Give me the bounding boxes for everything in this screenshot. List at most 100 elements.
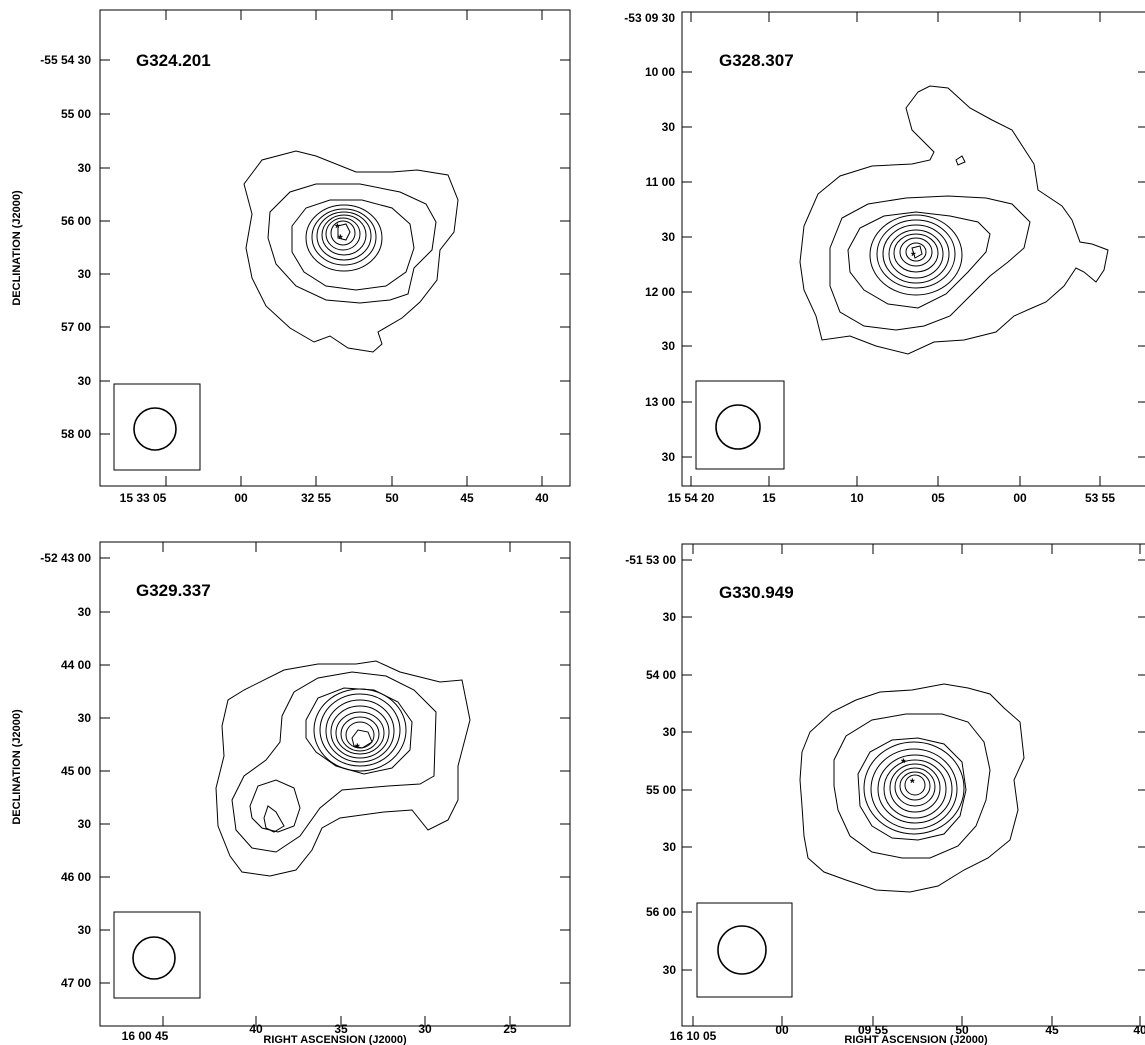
x-tick-label: 16 00 45	[122, 1029, 169, 1043]
y-tick-label: 30	[662, 120, 676, 134]
contour-level	[305, 687, 413, 775]
beam-box	[696, 902, 793, 998]
x-tick-label: 00	[234, 491, 248, 505]
x-tick-labels: 15 33 05 00 32 55 50 45 40	[120, 491, 549, 505]
plot-frame	[99, 9, 571, 487]
y-tick-label: -55 54 30	[40, 53, 91, 67]
x-tick-label: 00	[775, 1023, 789, 1037]
y-tick-label: 30	[78, 161, 92, 175]
y-tick-label: 30	[78, 923, 92, 937]
contour-level	[899, 237, 933, 267]
contour-level	[882, 224, 950, 284]
beam-box	[113, 911, 201, 999]
y-tick-label: 44 00	[61, 658, 91, 672]
y-tick-label: 30	[663, 840, 677, 854]
contour-level	[330, 220, 356, 246]
x-tick-label: 40	[1133, 1023, 1145, 1037]
contour-level	[869, 214, 963, 296]
y-tick-label: -51 53 00	[625, 553, 676, 567]
contour-level	[335, 711, 385, 755]
y-tick-label: 30	[78, 374, 92, 388]
contour-level	[313, 688, 407, 772]
contour-level	[876, 219, 956, 289]
panel-g324: -55 54 30 55 00 30 56 00 30 57 00 30 58 …	[11, 9, 571, 505]
contour-level	[345, 721, 375, 749]
y-tick-label: 54 00	[646, 668, 676, 682]
contour-level	[263, 805, 285, 833]
y-tick-label: 56 00	[61, 214, 91, 228]
maser-marker: *	[335, 221, 340, 235]
y-tick-label: 30	[663, 610, 677, 624]
beam-box	[695, 380, 785, 470]
y-tick-label: 47 00	[61, 976, 91, 990]
y-tick-labels: -51 53 00 30 54 00 30 55 00 30 56 00 30	[625, 553, 676, 977]
beam-circle	[715, 404, 761, 450]
ticks	[682, 544, 1145, 1026]
contour-level	[316, 211, 372, 261]
y-tick-label: 45 00	[61, 764, 91, 778]
x-tick-labels: 15 54 20 15 10 05 00 53 55	[668, 491, 1116, 505]
y-tick-label: 30	[78, 267, 92, 281]
y-tick-label: 46 00	[61, 870, 91, 884]
contour-level	[888, 229, 944, 279]
contour-level	[330, 705, 390, 759]
contour-level	[325, 217, 361, 251]
maser-marker: *	[911, 249, 916, 263]
y-axis-title: DECLINATION (J2000)	[11, 190, 23, 306]
panel-g330: -51 53 00 30 54 00 30 55 00 30 56 00 30 …	[625, 543, 1145, 1045]
y-tick-label: 30	[662, 230, 676, 244]
x-tick-label: 15 54 20	[668, 491, 715, 505]
y-tick-label: 55 00	[61, 107, 91, 121]
x-tick-label: 45	[460, 491, 474, 505]
x-tick-label: 00	[1013, 491, 1027, 505]
x-tick-label: 50	[385, 491, 399, 505]
x-axis-title: RIGHT ASCENSION (J2000)	[844, 1034, 988, 1045]
y-tick-label: -52 43 00	[40, 551, 91, 565]
maser-marker: *	[910, 776, 915, 790]
contours	[799, 85, 1109, 355]
contour-level	[893, 233, 939, 273]
y-tick-label: -53 09 30	[624, 11, 675, 25]
beam-circle	[133, 407, 177, 451]
contour-level	[325, 699, 395, 763]
contour-level	[267, 183, 437, 304]
contour-level	[311, 208, 377, 266]
contours	[243, 150, 459, 353]
y-tick-labels: -52 43 00 30 44 00 30 45 00 30 46 00 30 …	[40, 551, 91, 990]
contour-level	[291, 199, 415, 291]
contour-level	[321, 214, 367, 256]
y-tick-label: 30	[663, 963, 677, 977]
x-tick-label: 40	[249, 1022, 263, 1036]
ticks	[100, 10, 570, 486]
plot-frame	[681, 543, 1145, 1027]
y-tick-labels: -53 09 30 10 00 30 11 00 30 12 00 30 13 …	[624, 11, 675, 464]
x-tick-labels: 16 00 45 40 35 30 25	[122, 1022, 517, 1043]
y-tick-label: 11 00	[646, 175, 676, 189]
contour-level	[215, 660, 471, 877]
plot-frame	[681, 11, 1145, 487]
ticks	[100, 542, 570, 1026]
contour-level	[305, 204, 383, 272]
maser-marker: *	[338, 232, 343, 246]
y-tick-label: 57 00	[61, 320, 91, 334]
contour-level	[249, 779, 301, 833]
contours	[215, 660, 471, 877]
beam-circle	[132, 936, 176, 980]
contour-level	[799, 85, 1109, 355]
x-tick-label: 53 55	[1085, 491, 1115, 505]
panel-title: G330.949	[719, 583, 794, 602]
contour-level	[829, 195, 1031, 331]
y-tick-label: 56 00	[646, 905, 676, 919]
x-axis-title: RIGHT ASCENSION (J2000)	[263, 1034, 407, 1045]
contour-level	[870, 748, 958, 830]
contour-level	[833, 713, 991, 859]
panel-g328: -53 09 30 10 00 30 11 00 30 12 00 30 13 …	[624, 11, 1145, 505]
y-tick-label: 30	[663, 725, 677, 739]
beam-box	[113, 383, 201, 471]
y-axis-title: DECLINATION (J2000)	[11, 709, 23, 825]
x-tick-label: 30	[418, 1022, 432, 1036]
y-tick-label: 30	[78, 605, 92, 619]
plot-frame	[99, 541, 571, 1027]
contour-level	[911, 245, 923, 259]
